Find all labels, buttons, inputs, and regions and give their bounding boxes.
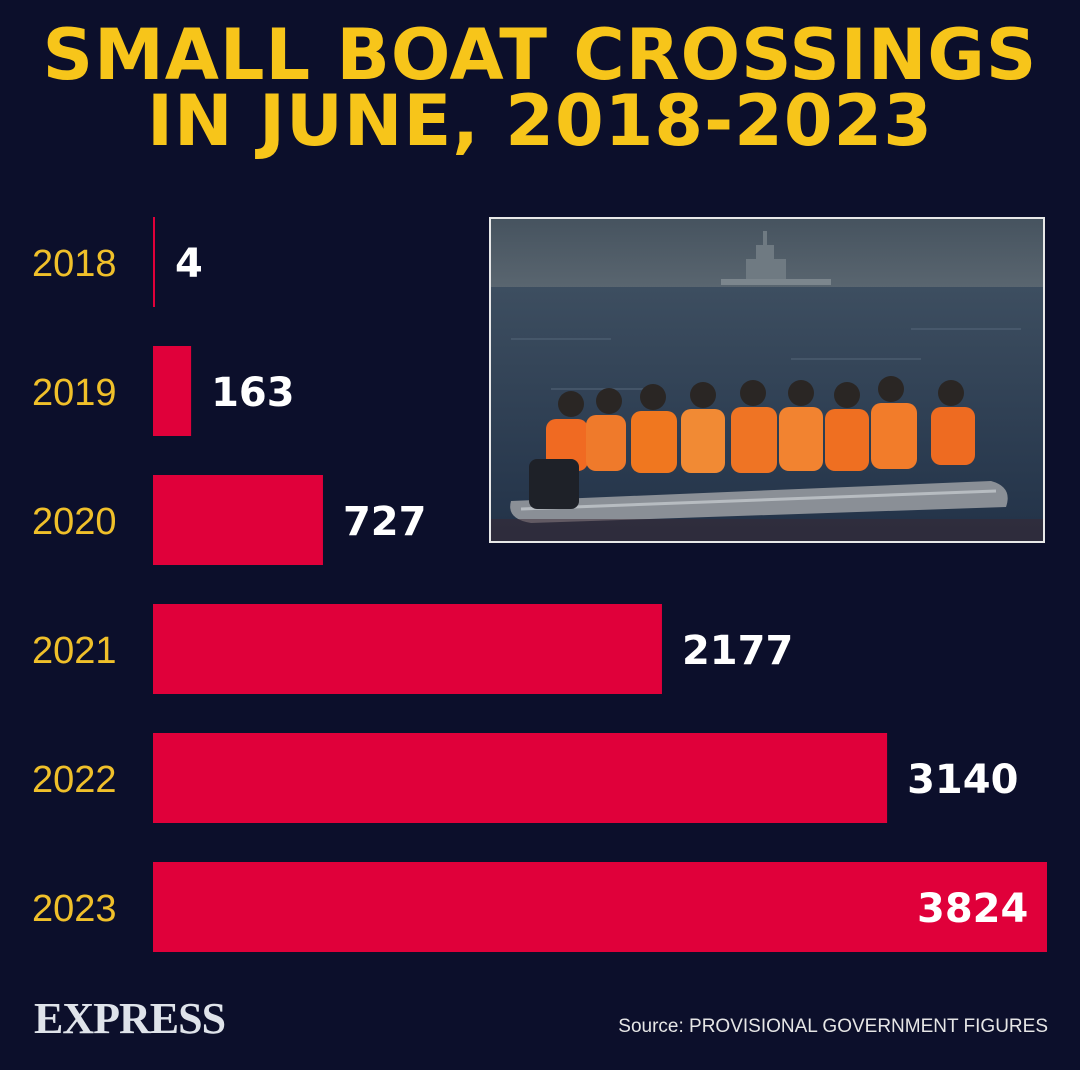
value-label-2019: 163 <box>211 370 295 416</box>
bar-2020 <box>153 475 323 565</box>
chart-title: SMALL BOAT CROSSINGS IN JUNE, 2018-2023 <box>0 14 1080 162</box>
value-label-2022: 3140 <box>907 757 1018 803</box>
value-label-2018: 4 <box>175 241 203 287</box>
heads <box>558 376 964 417</box>
source-note: Source: PROVISIONAL GOVERNMENT FIGURES <box>618 1016 1048 1037</box>
migrant-boat-photo <box>489 217 1045 543</box>
express-logo: EXPRESS <box>34 994 226 1043</box>
title-line-1: SMALL BOAT CROSSINGS <box>42 14 1038 96</box>
bar-2021 <box>153 604 662 694</box>
life-jackets <box>546 403 975 473</box>
value-label-2021: 2177 <box>682 628 793 674</box>
outboard-motor <box>529 459 579 509</box>
year-label-2018: 2018 <box>32 243 117 285</box>
year-label-2019: 2019 <box>32 372 117 414</box>
ship-silhouette <box>721 231 831 285</box>
year-label-2020: 2020 <box>32 501 117 543</box>
bar-2019 <box>153 346 192 436</box>
value-label-2020: 727 <box>343 499 427 545</box>
year-label-2021: 2021 <box>32 630 117 672</box>
value-label-2023: 3824 <box>917 886 1028 932</box>
title-line-2: IN JUNE, 2018-2023 <box>147 80 933 162</box>
bar-2022 <box>153 733 888 823</box>
year-label-2023: 2023 <box>32 888 117 930</box>
year-label-2022: 2022 <box>32 759 117 801</box>
dinghy <box>510 481 1008 523</box>
bar-2023 <box>153 862 1047 952</box>
photo-illustration <box>491 219 1043 541</box>
bar-2018 <box>153 217 155 307</box>
